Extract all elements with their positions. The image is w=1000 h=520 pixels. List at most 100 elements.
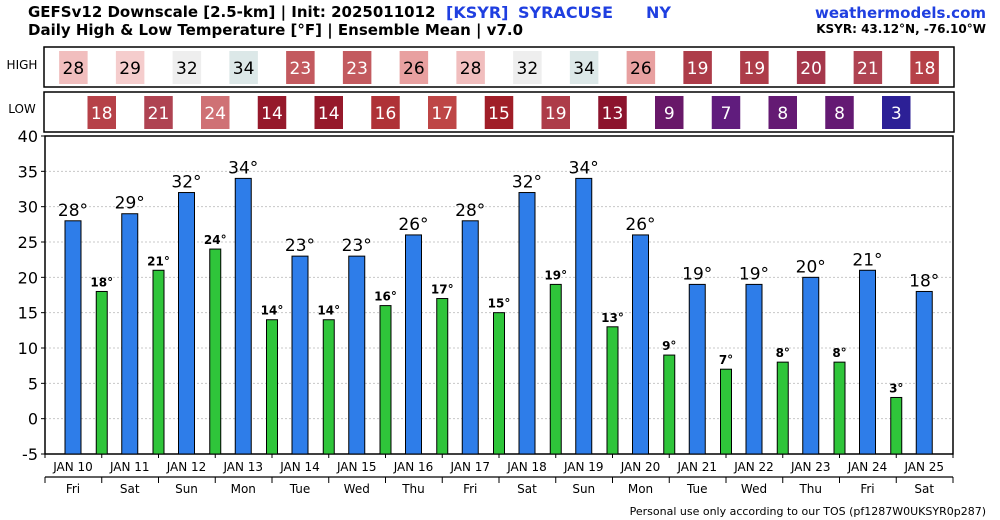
low-bar	[152, 269, 165, 455]
low-cell-value: 18	[91, 104, 113, 124]
low-bar	[720, 368, 732, 455]
weekday-label: Sun	[572, 482, 595, 496]
weekday-label: Thu	[401, 482, 425, 496]
high-cell	[399, 51, 429, 84]
weekday-label: Wed	[741, 482, 767, 496]
low-bar-label: 24°	[204, 233, 227, 247]
high-cell	[59, 51, 88, 84]
low-cell-value: 14	[318, 104, 340, 124]
weekday-label: Wed	[344, 482, 370, 496]
low-cell-value: 24	[204, 104, 226, 124]
high-bar	[802, 276, 820, 455]
high-bar	[859, 269, 876, 455]
high-bar-label: 20°	[796, 257, 826, 277]
x-tick-label: JAN 20	[620, 460, 661, 474]
high-bar-label: 26°	[625, 215, 655, 235]
high-bar-label: 32°	[171, 173, 201, 193]
low-bar	[209, 248, 222, 455]
y-tick-label: -5	[22, 445, 38, 464]
high-strip-label: HIGH	[7, 58, 38, 72]
high-cell-value: 28	[460, 59, 482, 79]
low-bar-label: 16°	[374, 290, 397, 304]
x-tick-label: JAN 14	[279, 460, 320, 474]
low-cell	[257, 96, 287, 129]
x-tick-label: JAN 15	[336, 460, 377, 474]
low-bar-label: 19°	[544, 268, 567, 282]
low-bar-label: 14°	[261, 304, 284, 318]
station-city: SYRACUSE	[518, 3, 613, 22]
high-bar	[291, 255, 309, 455]
low-cell	[882, 96, 911, 129]
high-strip-frame	[43, 46, 955, 88]
y-tick-label: 20	[18, 268, 38, 287]
high-cell-value: 20	[800, 59, 822, 79]
high-bar-label: 28°	[455, 201, 485, 221]
weekday-label: Sat	[120, 482, 140, 496]
high-cell-value: 26	[403, 59, 425, 79]
high-bar-label: 23°	[285, 236, 315, 256]
y-tick-label: 35	[18, 162, 38, 181]
high-cell-value: 18	[914, 59, 936, 79]
high-cell	[456, 51, 485, 84]
weekday-label: Sat	[517, 482, 537, 496]
weekday-label: Fri	[860, 482, 874, 496]
high-bar	[461, 220, 479, 455]
low-bar	[266, 319, 278, 455]
low-bar	[833, 361, 846, 455]
high-bar-label: 23°	[342, 236, 372, 256]
low-bar-label: 14°	[317, 304, 340, 318]
brand-link[interactable]: weathermodels.com	[814, 4, 986, 22]
low-cell-value: 9	[664, 104, 675, 124]
high-bar-label: 28°	[58, 201, 88, 221]
high-bar	[121, 213, 139, 455]
low-cell-value: 17	[431, 104, 453, 124]
chart-title: GEFSv12 Downscale [2.5-km] | Init: 20250…	[28, 3, 436, 21]
low-strip-frame	[43, 91, 955, 133]
low-bar-label: 18°	[90, 275, 113, 289]
high-bar	[632, 234, 649, 455]
low-cell	[711, 96, 741, 129]
x-tick-label: JAN 21	[676, 460, 717, 474]
high-strip: HIGH 28 29 32 34 23 23 26 28 32 34 26 19 19 20 21 18	[7, 46, 955, 88]
high-bar	[405, 234, 422, 455]
low-cell-value: 19	[545, 104, 567, 124]
low-bar	[776, 361, 789, 455]
y-tick-label: 15	[18, 304, 38, 323]
high-bar-label: 34°	[228, 158, 258, 178]
high-bar	[688, 283, 706, 455]
low-cell-value: 21	[148, 104, 170, 124]
high-cell-value: 32	[176, 59, 198, 79]
low-cell	[768, 96, 797, 129]
low-bar	[95, 290, 108, 455]
high-cell	[740, 51, 769, 84]
x-tick-label: JAN 23	[790, 460, 831, 474]
tos-note: Personal use only according to our TOS (…	[629, 505, 986, 518]
low-bar	[606, 326, 619, 455]
low-bar-label: 8°	[832, 346, 846, 360]
high-cell	[683, 51, 712, 84]
high-bar-label: 21°	[852, 250, 882, 270]
low-bar-label: 15°	[488, 297, 511, 311]
weekday-label: Sun	[175, 482, 198, 496]
low-bar	[436, 298, 449, 455]
high-bar	[64, 220, 82, 455]
high-cell-value: 34	[233, 59, 255, 79]
high-cell-value: 34	[573, 59, 595, 79]
high-bar-label: 26°	[398, 215, 428, 235]
high-cell-value: 32	[517, 59, 539, 79]
low-cell-value: 15	[488, 104, 510, 124]
low-cell-value: 7	[721, 104, 732, 124]
high-cell	[796, 51, 826, 84]
low-cell	[144, 96, 173, 129]
high-cell	[172, 51, 202, 84]
low-cell-value: 8	[777, 104, 788, 124]
low-cell-value: 3	[891, 104, 902, 124]
low-cell	[87, 96, 116, 129]
low-cell-value: 14	[261, 104, 283, 124]
y-tick-label: 10	[18, 339, 38, 358]
y-tick-label: 0	[28, 410, 38, 429]
weekday-label: Thu	[798, 482, 822, 496]
high-bar	[234, 177, 252, 455]
high-cell	[115, 51, 145, 84]
low-cell	[541, 96, 570, 129]
